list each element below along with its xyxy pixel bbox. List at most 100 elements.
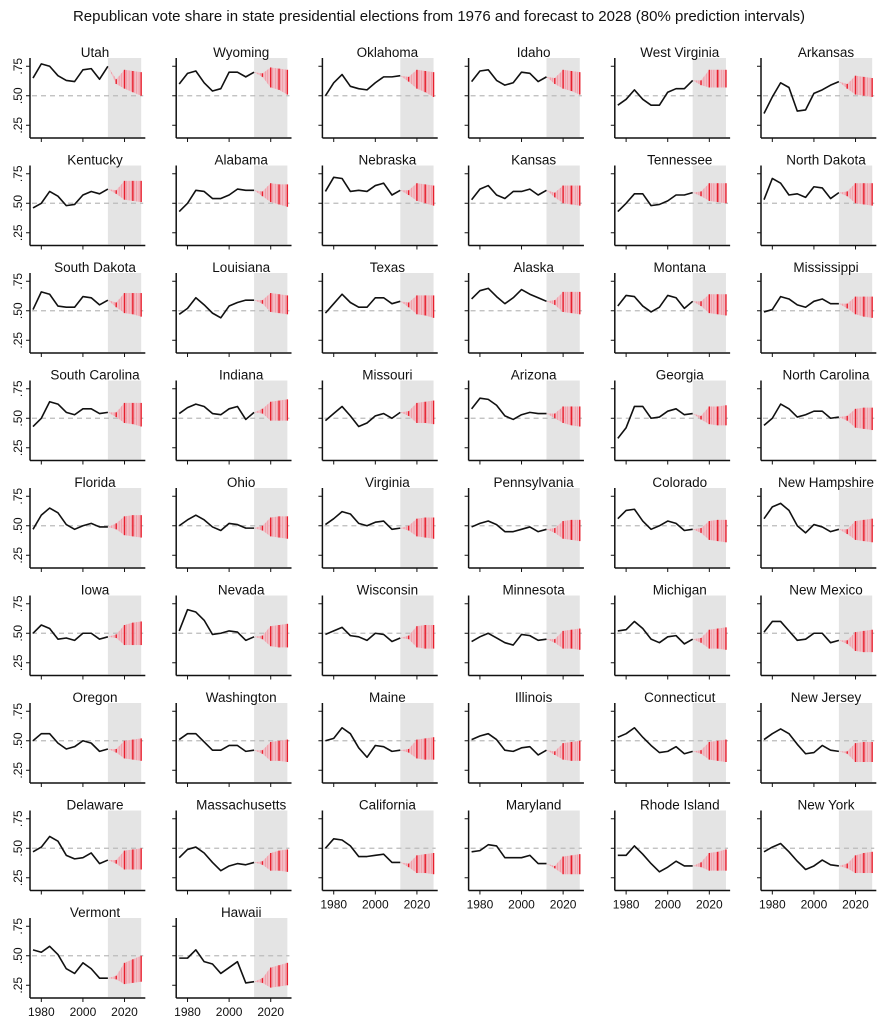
y-tick-label: .25	[11, 439, 25, 456]
panel-title: Oregon	[72, 690, 117, 705]
state-panel: .25 .50 .75 South Carolina	[11, 368, 146, 465]
state-panel: Montana	[610, 260, 731, 357]
state-panel: .25 .50 .75 Florida	[11, 475, 146, 572]
state-panel: New Jersey	[757, 690, 877, 787]
state-panel: Illinois	[464, 690, 584, 787]
y-tick-label: .75	[11, 810, 25, 827]
x-tick-label: 1980	[28, 1005, 55, 1019]
forecast-region	[107, 918, 142, 997]
panel-title: North Carolina	[782, 368, 870, 383]
forecast-region	[838, 810, 873, 890]
forecast-region	[838, 58, 873, 137]
state-panel: 1980 2000 2020 Maryland	[464, 798, 584, 912]
observed-line	[178, 846, 255, 872]
chart-title: Republican vote share in state president…	[72, 8, 806, 25]
observed-line	[178, 732, 255, 753]
y-tick-label: .25	[11, 869, 25, 886]
state-panel: .25 .50 .75 Iowa	[11, 583, 146, 680]
state-panel: Indiana	[172, 368, 292, 465]
observed-line	[471, 732, 547, 756]
x-tick-label: 1980	[759, 898, 786, 912]
state-panel: Colorado	[610, 475, 731, 572]
state-panel: .25 .50 .75 Utah	[11, 45, 146, 142]
panel-title: Idaho	[517, 45, 551, 60]
observed-line	[32, 291, 109, 310]
state-panel: Nebraska	[318, 153, 438, 250]
state-panel: 1980 2000 2020 Hawaii	[172, 905, 292, 1019]
observed-line	[325, 626, 401, 643]
x-tick-label: 2020	[550, 898, 577, 912]
forecast-region	[400, 810, 434, 890]
observed-line	[324, 293, 401, 314]
observed-line	[763, 177, 840, 201]
state-panel: Louisiana	[172, 260, 292, 357]
panel-title: Kansas	[511, 153, 556, 168]
x-tick-label: 2000	[70, 1005, 97, 1019]
state-panel: .25 .50 .75 South Dakota	[11, 260, 146, 357]
x-tick-label: 1980	[613, 898, 640, 912]
state-panel: Missouri	[318, 368, 438, 465]
observed-line	[471, 632, 547, 646]
observed-line	[763, 403, 839, 426]
panel-title: Michigan	[653, 583, 707, 598]
panel-title: Pennsylvania	[493, 475, 574, 490]
state-panel: Virginia	[318, 475, 438, 572]
observed-line	[471, 520, 547, 533]
state-panel: Wyoming	[172, 45, 292, 142]
state-panel: Connecticut	[610, 690, 731, 787]
observed-line	[32, 732, 109, 753]
x-tick-label: 2000	[654, 898, 681, 912]
panel-title: Maine	[369, 690, 406, 705]
state-panel: Mississippi	[757, 260, 877, 357]
panel-title: Massachusetts	[196, 798, 286, 813]
y-tick-label: .75	[11, 703, 25, 720]
state-panel: Minnesota	[464, 583, 584, 680]
state-panel: Michigan	[610, 583, 731, 680]
panel-title: Connecticut	[644, 690, 716, 705]
y-tick-label: .75	[11, 488, 25, 505]
observed-line	[32, 400, 108, 428]
observed-line	[324, 73, 401, 97]
y-tick-label: .50	[11, 517, 25, 534]
panel-title: South Dakota	[54, 260, 136, 275]
state-panel: Nevada	[172, 583, 292, 680]
observed-line	[178, 70, 255, 92]
observed-line	[178, 403, 255, 421]
panel-title: Georgia	[656, 368, 705, 383]
forecast-region	[254, 810, 288, 890]
panel-title: Arkansas	[798, 45, 855, 60]
y-tick-label: .50	[11, 947, 25, 964]
observed-line	[763, 728, 839, 755]
x-tick-label: 2000	[508, 898, 535, 912]
state-panel: .25 .50 .75 Delaware	[11, 798, 146, 895]
x-tick-label: 1980	[174, 1005, 201, 1019]
y-tick-label: .50	[11, 625, 25, 642]
state-panel: New Hampshire	[757, 475, 877, 572]
panel-title: Wisconsin	[357, 583, 419, 598]
panel-title: Washington	[206, 690, 277, 705]
observed-line	[324, 510, 401, 531]
observed-line	[324, 838, 401, 864]
forecast-region	[546, 810, 580, 890]
observed-line	[470, 397, 547, 421]
state-panel: Idaho	[464, 45, 584, 142]
state-panel: .25 .50 .75 Kentucky	[11, 153, 146, 250]
state-panel: Oklahoma	[318, 45, 438, 142]
y-tick-label: .50	[11, 302, 25, 319]
state-panel: 1980 2000 2020 California	[318, 798, 438, 912]
panel-title: Indiana	[219, 368, 264, 383]
panel-title: Utah	[81, 45, 110, 60]
state-panel: .25 .50 .75 1980 2000 2020 Vermont	[11, 905, 146, 1019]
panel-title: Arizona	[511, 368, 557, 383]
y-tick-label: .25	[11, 547, 25, 564]
state-panel: Alaska	[464, 260, 584, 357]
state-panel: Maine	[318, 690, 438, 787]
observed-line	[178, 514, 255, 532]
observed-line	[470, 69, 547, 86]
forecast-region	[692, 165, 726, 245]
observed-line	[471, 287, 547, 305]
observed-line	[471, 843, 547, 865]
x-tick-label: 2000	[362, 898, 389, 912]
x-tick-label: 2000	[801, 898, 828, 912]
